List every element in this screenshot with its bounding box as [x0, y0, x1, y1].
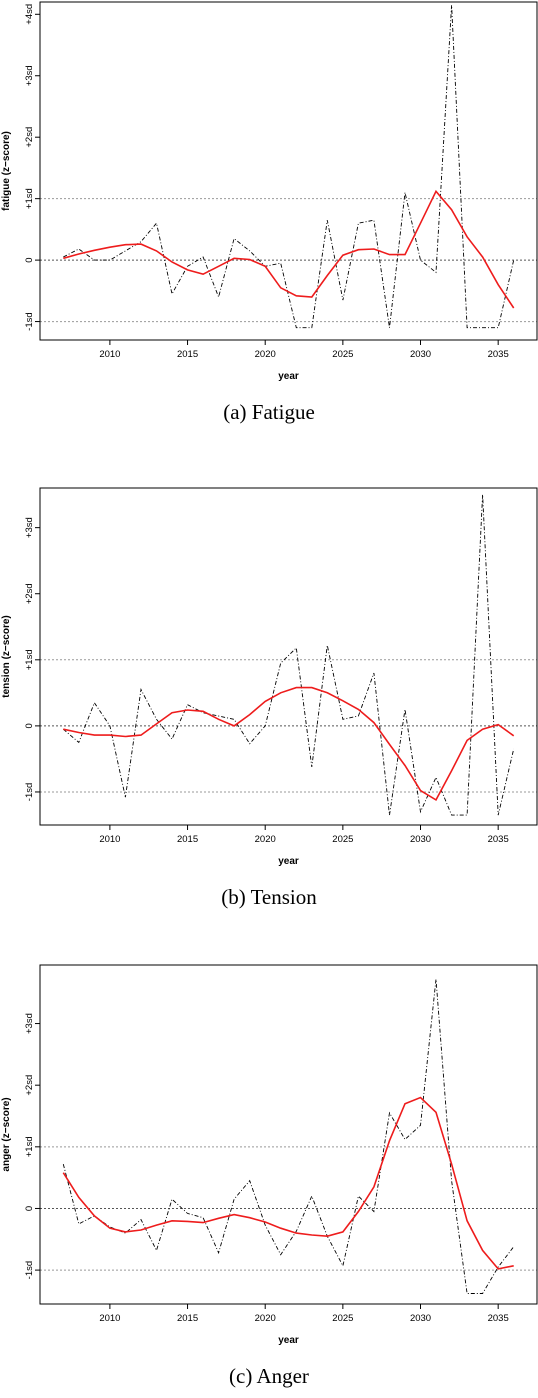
fatigue-x-tick-label: 2030 [410, 349, 431, 360]
anger-panel: 2010 2015 2020 2025 2030 2035 -1sd 0 +1sd +2sd +3s… [0, 955, 538, 1388]
tension-x-tick-label: 2030 [410, 834, 431, 845]
tension-smoothed-series-line [63, 686, 515, 802]
fatigue-chart: 2010 2015 2020 2025 2030 2035 -1sd 0 +1sd +2sd +3s… [1, 1, 538, 382]
anger-y-tick-label: 0 [24, 1206, 35, 1211]
fatigue-x-axis-title: year [278, 371, 299, 382]
tension-y-tick-label: +1sd [24, 649, 35, 670]
anger-y-tick-label: -1sd [24, 1261, 35, 1279]
anger-smoothed-series-line [62, 1096, 514, 1270]
fatigue-y-tick-label: 0 [24, 257, 35, 262]
tension-plot-frame [39, 487, 538, 826]
tension-x-tick-label: 2025 [332, 834, 353, 845]
anger-caption: (c) Anger [229, 1364, 309, 1388]
fatigue-y-tick-label: +2sd [24, 127, 35, 148]
anger-raw-series-line [62, 979, 515, 1294]
tension-y-tick-label: -1sd [24, 783, 35, 801]
anger-x-tick-label: 2030 [410, 1313, 431, 1324]
fatigue-y-tick-label: +4sd [24, 4, 35, 25]
anger-plot-frame [39, 964, 538, 1305]
anger-x-tick-label: 2015 [177, 1313, 198, 1324]
fatigue-x-tick-label: 2015 [177, 349, 198, 360]
fatigue-y-tick-label: +3sd [24, 65, 35, 86]
tension-x-tick-label: 2015 [177, 834, 198, 845]
fatigue-y-tick-label: -1sd [24, 312, 35, 330]
tension-panel: 2010 2015 2020 2025 2030 2035 -1sd 0 +1sd +2sd +3s… [0, 478, 538, 909]
anger-y-axis-title: anger (z−score) [1, 1097, 12, 1171]
anger-chart: 2010 2015 2020 2025 2030 2035 -1sd 0 +1sd +2sd +3s… [1, 964, 538, 1346]
fatigue-plot-frame [39, 1, 538, 341]
fatigue-x-tick-label: 2020 [255, 349, 276, 360]
tension-caption: (b) Tension [221, 885, 317, 909]
fatigue-x-tick-label: 2010 [99, 349, 120, 360]
fatigue-caption: (a) Fatigue [223, 400, 315, 424]
anger-x-tick-label: 2025 [332, 1313, 353, 1324]
tension-y-tick-label: +2sd [24, 583, 35, 604]
fatigue-x-tick-label: 2025 [332, 349, 353, 360]
fatigue-smoothed-series-line [63, 189, 515, 309]
anger-y-tick-label: +3sd [24, 1013, 35, 1034]
anger-x-tick-label: 2010 [99, 1313, 120, 1324]
tension-x-tick-label: 2020 [255, 834, 276, 845]
tension-x-tick-label: 2010 [99, 834, 120, 845]
anger-y-tick-label: +1sd [24, 1136, 35, 1157]
fatigue-y-tick-label: +1sd [24, 188, 35, 209]
anger-y-tick-label: +2sd [24, 1075, 35, 1096]
anger-x-axis-title: year [278, 1335, 299, 1346]
anger-x-tick-label: 2035 [488, 1313, 509, 1324]
fatigue-raw-series-line [63, 5, 515, 329]
tension-y-axis-title: tension (z−score) [1, 615, 12, 698]
fatigue-x-tick-label: 2035 [488, 349, 509, 360]
tension-y-tick-label: 0 [24, 723, 35, 728]
fatigue-y-axis-title: fatigue (z−score) [1, 131, 12, 211]
fatigue-panel: 2010 2015 2020 2025 2030 2035 -1sd 0 +1sd +2sd +3s… [0, 0, 538, 424]
anger-x-tick-label: 2020 [255, 1313, 276, 1324]
tension-y-tick-label: +3sd [24, 517, 35, 538]
tension-raw-series-line [63, 494, 515, 816]
tension-x-axis-title: year [278, 856, 299, 867]
tension-x-tick-label: 2035 [488, 834, 509, 845]
tension-chart: 2010 2015 2020 2025 2030 2035 -1sd 0 +1sd +2sd +3s… [1, 487, 538, 867]
